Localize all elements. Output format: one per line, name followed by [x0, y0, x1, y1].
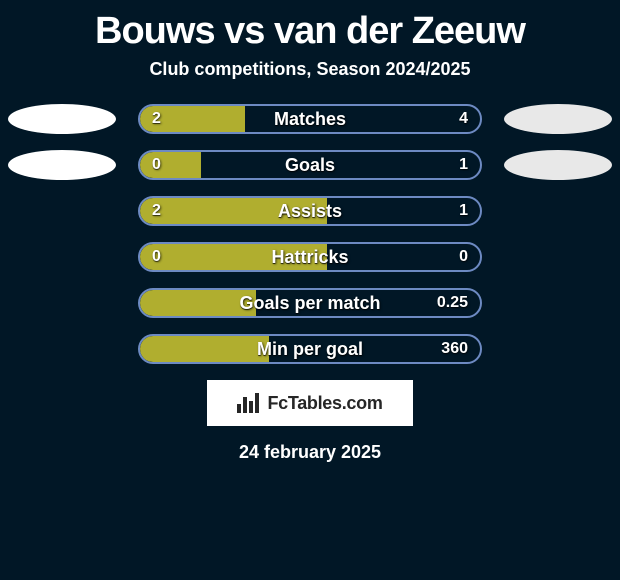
comparison-title: Bouws vs van der Zeeuw: [0, 0, 620, 53]
attribution-badge: FcTables.com: [207, 380, 413, 426]
stat-bar: Assists21: [138, 196, 482, 226]
player2-value: 4: [447, 106, 480, 134]
bars-icon: [237, 393, 259, 413]
stat-row: Min per goal360: [0, 334, 620, 364]
stat-row: Hattricks00: [0, 242, 620, 272]
stat-bar: Hattricks00: [138, 242, 482, 272]
stat-bar: Goals per match0.25: [138, 288, 482, 318]
stats-chart: Matches24Goals01Assists21Hattricks00Goal…: [0, 104, 620, 364]
player2-oval: [504, 150, 612, 180]
comparison-subtitle: Club competitions, Season 2024/2025: [0, 59, 620, 80]
player1-value: 0: [140, 152, 173, 180]
player2-value: 0.25: [425, 290, 480, 318]
player1-oval: [8, 104, 116, 134]
player2-value: 360: [429, 336, 480, 364]
comparison-date: 24 february 2025: [0, 442, 620, 463]
player1-fill: [140, 336, 269, 362]
player1-value: 2: [140, 106, 173, 134]
stat-bar: Matches24: [138, 104, 482, 134]
player2-value: 1: [447, 198, 480, 226]
stat-row: Goals01: [0, 150, 620, 180]
attribution-text: FcTables.com: [267, 393, 382, 414]
player2-value: 1: [447, 152, 480, 180]
stat-row: Matches24: [0, 104, 620, 134]
player1-fill: [140, 290, 256, 316]
stat-row: Goals per match0.25: [0, 288, 620, 318]
player1-value: 0: [140, 244, 173, 272]
player2-oval: [504, 104, 612, 134]
player2-value: 0: [447, 244, 480, 272]
player1-oval: [8, 150, 116, 180]
stat-bar: Goals01: [138, 150, 482, 180]
stat-row: Assists21: [0, 196, 620, 226]
stat-bar: Min per goal360: [138, 334, 482, 364]
player1-value: 2: [140, 198, 173, 226]
